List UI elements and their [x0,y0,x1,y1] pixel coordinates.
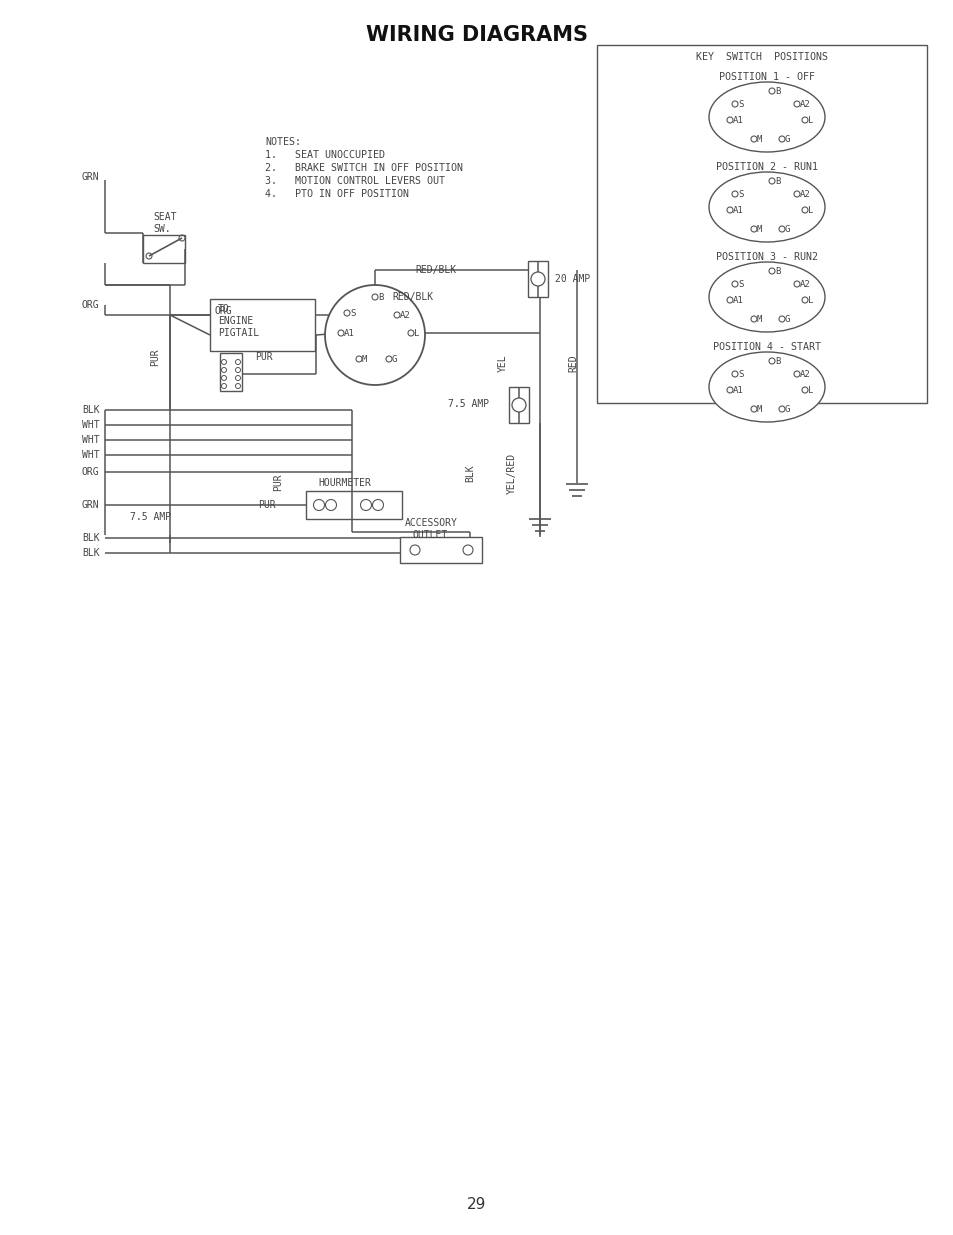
Text: G: G [784,405,789,414]
Text: PUR: PUR [257,500,275,510]
Text: YEL: YEL [497,354,507,372]
Text: G: G [784,225,789,233]
Text: M: M [757,225,761,233]
Text: A2: A2 [800,100,810,109]
Text: OUTLET: OUTLET [413,530,448,540]
Text: B: B [774,177,780,185]
Text: 1.   SEAT UNOCCUPIED: 1. SEAT UNOCCUPIED [265,149,385,161]
Text: YEL/RED: YEL/RED [506,452,517,494]
Text: PUR: PUR [273,473,283,490]
Text: S: S [738,100,742,109]
Bar [210,299,314,351]
Text: 29: 29 [467,1198,486,1213]
Circle shape [325,285,424,385]
Text: WIRING DIAGRAMS: WIRING DIAGRAMS [366,25,587,44]
Bar [306,492,401,519]
Text: WHT: WHT [82,435,99,445]
Text: PUR: PUR [150,348,160,366]
Text: POSITION 4 - START: POSITION 4 - START [712,342,821,352]
Text: ORG: ORG [214,306,233,316]
Text: BLK: BLK [82,534,99,543]
Text: RED/BLK: RED/BLK [415,266,456,275]
Text: PIGTAIL: PIGTAIL [218,329,259,338]
Text: ENGINE: ENGINE [218,316,253,326]
Text: M: M [757,315,761,324]
Text: TO: TO [218,304,230,314]
Text: SW.: SW. [152,224,171,233]
Text: WHT: WHT [82,420,99,430]
Text: GRN: GRN [82,172,99,182]
Text: POSITION 2 - RUN1: POSITION 2 - RUN1 [716,162,817,172]
Text: L: L [807,116,813,125]
Text: BLK: BLK [82,405,99,415]
Ellipse shape [708,82,824,152]
Text: A1: A1 [344,329,355,337]
Text: 4.   PTO IN OFF POSITION: 4. PTO IN OFF POSITION [265,189,409,199]
Text: SEAT: SEAT [152,212,176,222]
Text: B: B [774,357,780,366]
Text: KEY  SWITCH  POSITIONS: KEY SWITCH POSITIONS [696,52,827,62]
Text: M: M [757,405,761,414]
Text: A1: A1 [732,385,743,394]
Bar [399,537,481,563]
Text: 3.   MOTION CONTROL LEVERS OUT: 3. MOTION CONTROL LEVERS OUT [265,177,444,186]
Bar [527,261,547,296]
Text: M: M [361,354,367,363]
Text: G: G [392,354,397,363]
Text: 7.5 AMP: 7.5 AMP [130,513,171,522]
Text: A1: A1 [732,295,743,305]
Text: B: B [774,267,780,275]
Bar [509,387,529,424]
Text: RED/BLK: RED/BLK [392,291,433,303]
Bar [597,44,926,403]
Text: A2: A2 [399,310,411,320]
Ellipse shape [708,352,824,422]
Text: B: B [377,293,383,301]
Text: POSITION 3 - RUN2: POSITION 3 - RUN2 [716,252,817,262]
Bar [220,353,242,391]
Text: G: G [784,135,789,143]
Text: ORG: ORG [82,467,99,477]
Text: HOURMETER: HOURMETER [317,478,371,488]
Text: M: M [757,135,761,143]
Text: 2.   BRAKE SWITCH IN OFF POSITION: 2. BRAKE SWITCH IN OFF POSITION [265,163,462,173]
Ellipse shape [708,262,824,332]
Text: L: L [807,385,813,394]
Text: A1: A1 [732,116,743,125]
Text: ACCESSORY: ACCESSORY [405,517,457,529]
Text: A1: A1 [732,205,743,215]
Text: S: S [350,309,355,317]
Text: A2: A2 [800,279,810,289]
Ellipse shape [708,172,824,242]
Text: L: L [414,329,419,337]
Text: ORG: ORG [82,300,99,310]
Text: BLK: BLK [464,464,475,482]
Text: PUR: PUR [254,352,273,362]
Text: GRN: GRN [82,500,99,510]
Text: RED: RED [567,354,578,372]
Text: 20 AMP: 20 AMP [555,274,590,284]
Bar [143,235,185,263]
Text: G: G [784,315,789,324]
Text: A2: A2 [800,189,810,199]
Text: POSITION 1 - OFF: POSITION 1 - OFF [719,72,814,82]
Text: S: S [738,279,742,289]
Text: S: S [738,189,742,199]
Text: NOTES:: NOTES: [265,137,301,147]
Text: S: S [738,369,742,378]
Text: L: L [807,205,813,215]
Text: B: B [774,86,780,95]
Text: WHT: WHT [82,450,99,459]
Text: BLK: BLK [82,548,99,558]
Text: 7.5 AMP: 7.5 AMP [448,399,489,409]
Text: A2: A2 [800,369,810,378]
Text: L: L [807,295,813,305]
